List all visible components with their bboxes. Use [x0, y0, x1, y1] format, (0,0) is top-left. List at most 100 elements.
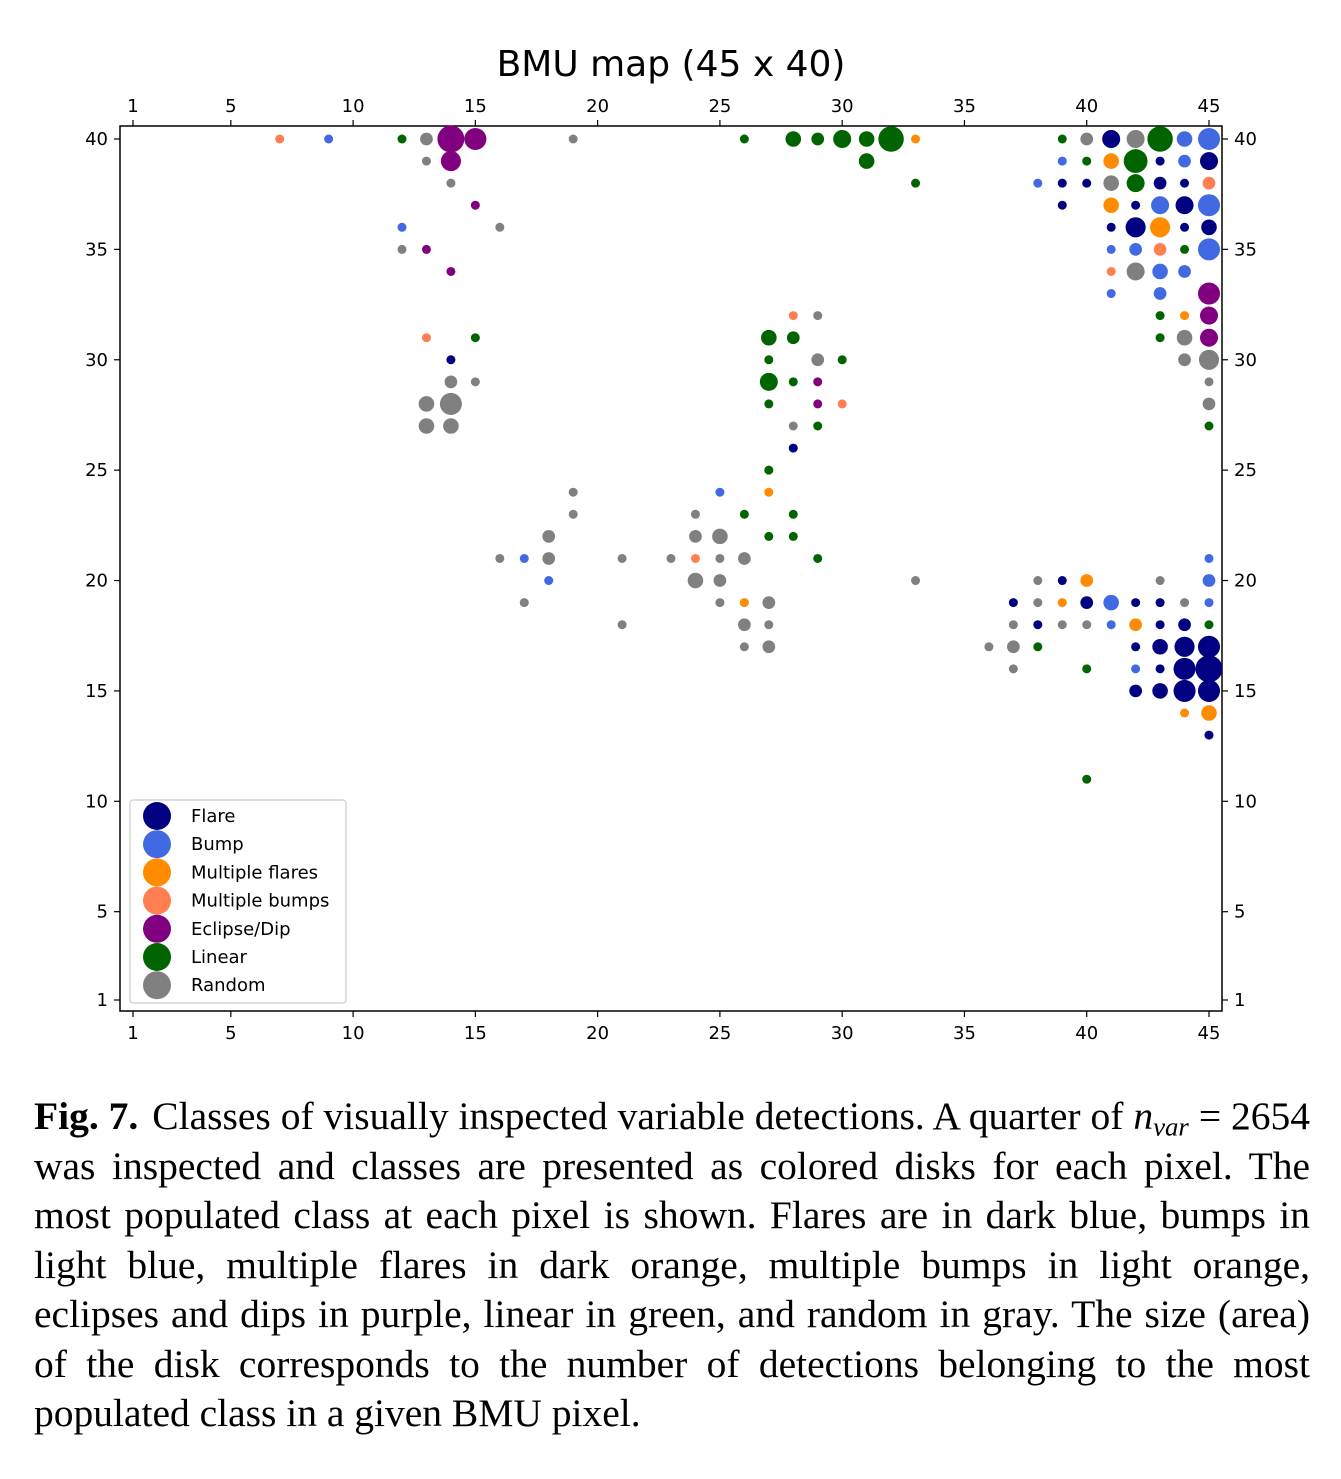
point-linear: [1147, 126, 1173, 152]
point-random: [617, 620, 627, 630]
point-bump: [1197, 194, 1221, 217]
point-flare: [1125, 217, 1146, 238]
y-tick-label-left: 15: [85, 681, 108, 702]
point-random: [1202, 397, 1216, 411]
point-multiple-flares: [1201, 705, 1217, 721]
point-eclipse-dip: [1200, 306, 1218, 325]
point-random: [439, 392, 462, 415]
point-linear: [788, 509, 798, 519]
x-tick-label-top: 35: [953, 96, 976, 117]
point-eclipse-dip: [437, 125, 465, 153]
legend-marker-random: [143, 971, 171, 1000]
plot-area: [119, 125, 1223, 1012]
point-multiple-flares: [1180, 708, 1190, 718]
point-bump: [1197, 238, 1221, 261]
point-random: [568, 134, 578, 144]
legend: Flare Bump Multiple flares Multiple bumps Ec…: [129, 799, 347, 1004]
point-bump: [1106, 620, 1116, 630]
point-linear: [1082, 774, 1092, 784]
point-flare: [1155, 156, 1165, 166]
point-flare: [1153, 176, 1167, 190]
x-tick-label-bottom: 15: [464, 1023, 487, 1044]
point-random: [715, 598, 725, 608]
point-bump: [1153, 287, 1167, 300]
x-tick-label-top: 1: [127, 96, 138, 117]
point-multiple-flares: [1103, 153, 1119, 169]
y-tick-label-left: 10: [85, 791, 108, 812]
point-random: [1204, 377, 1214, 387]
x-tick-label-top: 45: [1198, 96, 1221, 117]
point-random: [568, 487, 578, 497]
point-multiple-flares: [1129, 618, 1142, 632]
point-flare: [788, 443, 798, 453]
point-linear: [759, 372, 778, 391]
point-random: [984, 642, 994, 652]
legend-box: [129, 799, 347, 1004]
point-multiple-flares: [1180, 311, 1190, 321]
bmu-map-chart: BMU map (45 x 40) 1155101015152020252530…: [85, 44, 1257, 1044]
x-tick-label-top: 30: [831, 96, 854, 117]
point-flare: [1057, 576, 1067, 586]
point-random: [420, 132, 433, 146]
x-tick-label-bottom: 40: [1075, 1023, 1098, 1044]
legend-marker-eclipse-dip: [143, 914, 171, 943]
y-tick-label-left: 1: [97, 990, 108, 1011]
point-bump: [1204, 553, 1214, 563]
point-multiple-flares: [764, 487, 774, 497]
point-linear: [786, 331, 800, 345]
point-flare: [1174, 636, 1195, 657]
point-linear: [1204, 421, 1214, 431]
point-bump: [397, 222, 407, 232]
point-eclipse-dip: [446, 266, 456, 276]
point-random: [764, 620, 774, 630]
point-linear: [785, 131, 802, 147]
point-random: [1080, 132, 1094, 146]
point-linear: [761, 329, 777, 346]
y-tick-label-right: 35: [1234, 239, 1257, 260]
x-tick-label-bottom: 20: [586, 1023, 609, 1044]
legend-label-eclipse-dip: Eclipse/Dip: [191, 919, 291, 940]
point-bump: [1131, 664, 1141, 674]
point-flare: [1080, 596, 1094, 609]
point-eclipse-dip: [464, 127, 487, 151]
x-tick-label-top: 5: [225, 96, 236, 117]
y-tick-label-right: 1: [1234, 990, 1245, 1011]
x-tick-label-bottom: 25: [708, 1023, 731, 1044]
x-tick-label-top: 25: [708, 96, 731, 117]
point-eclipse-dip: [470, 200, 480, 210]
point-flare: [1152, 683, 1168, 699]
point-bump: [1178, 265, 1191, 278]
x-tick-label-bottom: 10: [342, 1023, 365, 1044]
x-tick-label-bottom: 5: [225, 1023, 236, 1044]
point-multiple-flares: [739, 598, 749, 608]
point-random: [1155, 576, 1165, 586]
point-flare: [1155, 664, 1165, 674]
point-bump: [1151, 196, 1170, 215]
point-flare: [1131, 200, 1141, 210]
point-flare: [1200, 152, 1218, 171]
legend-marker-multiple-bumps: [143, 886, 171, 915]
point-bump: [1033, 178, 1043, 188]
point-bump: [1106, 289, 1116, 299]
point-random: [715, 553, 725, 563]
point-random: [738, 618, 751, 632]
point-random: [738, 552, 751, 565]
figure-caption: Fig. 7. Classes of visually inspected var…: [34, 1092, 1310, 1439]
point-linear: [813, 553, 823, 563]
point-linear: [911, 178, 921, 188]
point-linear: [764, 355, 774, 365]
point-flare: [1082, 178, 1092, 188]
point-linear: [739, 509, 749, 519]
point-flare: [1195, 655, 1223, 683]
legend-marker-bump: [143, 830, 171, 859]
point-multiple-bumps: [1153, 243, 1167, 256]
point-random: [418, 418, 435, 434]
point-linear: [1204, 620, 1214, 630]
point-flare: [1057, 200, 1067, 210]
legend-label-linear: Linear: [191, 947, 248, 968]
point-random: [911, 576, 921, 586]
point-bump: [1176, 131, 1193, 147]
point-bump: [324, 134, 334, 144]
point-bump: [1152, 263, 1168, 280]
